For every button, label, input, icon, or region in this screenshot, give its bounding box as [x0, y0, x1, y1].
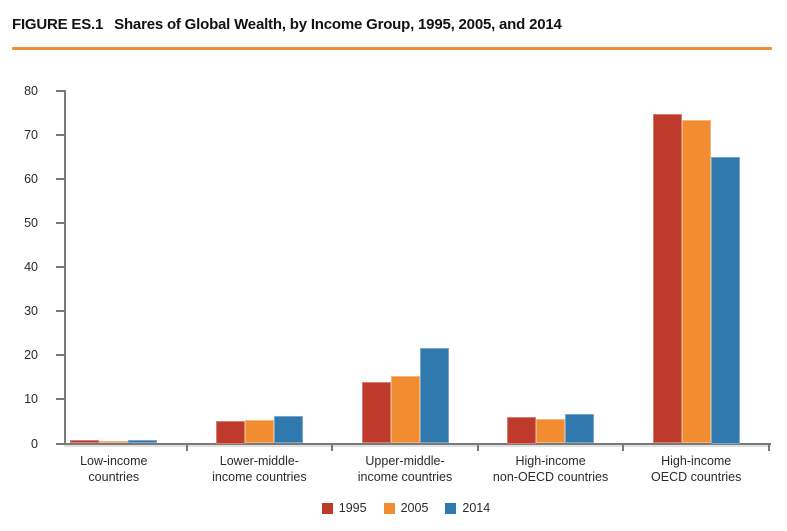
category-label: Low-income countries	[80, 453, 148, 484]
y-tick-label: 40	[24, 260, 38, 275]
y-tick-label: 70	[24, 128, 38, 143]
y-tick-label: 10	[24, 392, 38, 407]
y-tick-label: 0	[31, 436, 38, 451]
legend-label: 2014	[462, 501, 491, 515]
bar-1995-group2	[215, 421, 245, 444]
bar-1995-group5	[652, 114, 682, 444]
x-axis-tick	[185, 445, 188, 451]
bar-2005-group5	[681, 120, 711, 444]
bar-2005-group3	[390, 375, 420, 444]
legend-swatch-icon	[321, 502, 333, 514]
legend-item-1995: 1995	[321, 501, 367, 515]
y-axis-tick	[56, 134, 64, 137]
y-tick-label: 80	[24, 84, 38, 98]
x-axis-tick	[331, 445, 334, 451]
y-tick-label: 30	[24, 304, 38, 319]
y-axis-tick	[56, 442, 64, 445]
figure-title: FIGURE ES.1 Shares of Global Wealth, by I…	[12, 16, 772, 33]
legend: 1995 2005 2014	[36, 501, 776, 515]
legend-label: 1995	[338, 501, 367, 515]
bar-2014-group3	[419, 347, 449, 444]
y-axis-tick	[56, 266, 64, 269]
y-axis-line	[64, 90, 66, 445]
y-axis-tick	[56, 354, 64, 357]
category-label: Upper-middle- income countries	[357, 453, 453, 484]
category-label: High-income non-OECD countries	[492, 453, 609, 484]
legend-item-2005: 2005	[383, 501, 429, 515]
accent-rule	[12, 47, 772, 50]
bar-2005-group1	[99, 440, 129, 444]
category-label: High-income OECD countries	[651, 453, 742, 484]
legend-swatch-icon	[383, 502, 395, 514]
x-axis-tick	[768, 445, 770, 451]
legend-swatch-icon	[445, 502, 457, 514]
bar-1995-group3	[361, 382, 391, 444]
legend-label: 2005	[400, 501, 429, 515]
legend-item-2014: 2014	[445, 501, 490, 515]
bar-2014-group2	[273, 415, 303, 444]
bar-2005-group2	[244, 419, 274, 444]
bar-chart: 0 10 20 30 40 50 60 70 80 Low-income countries Low…	[0, 60, 787, 531]
x-axis-line	[64, 443, 771, 445]
y-tick-label: 60	[24, 172, 38, 187]
bar-2014-group1	[128, 439, 158, 444]
y-axis-tick	[56, 310, 64, 313]
x-axis-tick	[622, 445, 625, 451]
figure-title-text: Shares of Global Wealth, by Income Group…	[114, 16, 562, 33]
bar-2014-group4	[565, 413, 595, 444]
y-tick-label: 20	[24, 348, 38, 363]
bar-2014-group5	[710, 157, 740, 444]
bar-1995-group4	[507, 417, 537, 444]
figure-title-prefix: FIGURE ES.1	[12, 16, 104, 33]
y-tick-label: 50	[24, 216, 38, 231]
y-axis-tick	[56, 222, 64, 225]
y-axis-tick	[56, 398, 64, 401]
x-axis-tick	[476, 445, 479, 451]
y-axis-tick	[56, 90, 64, 92]
category-label: Lower-middle- income countries	[212, 453, 307, 484]
y-axis-tick	[56, 178, 64, 181]
bar-2005-group4	[536, 418, 566, 444]
bar-1995-group1	[70, 440, 100, 444]
